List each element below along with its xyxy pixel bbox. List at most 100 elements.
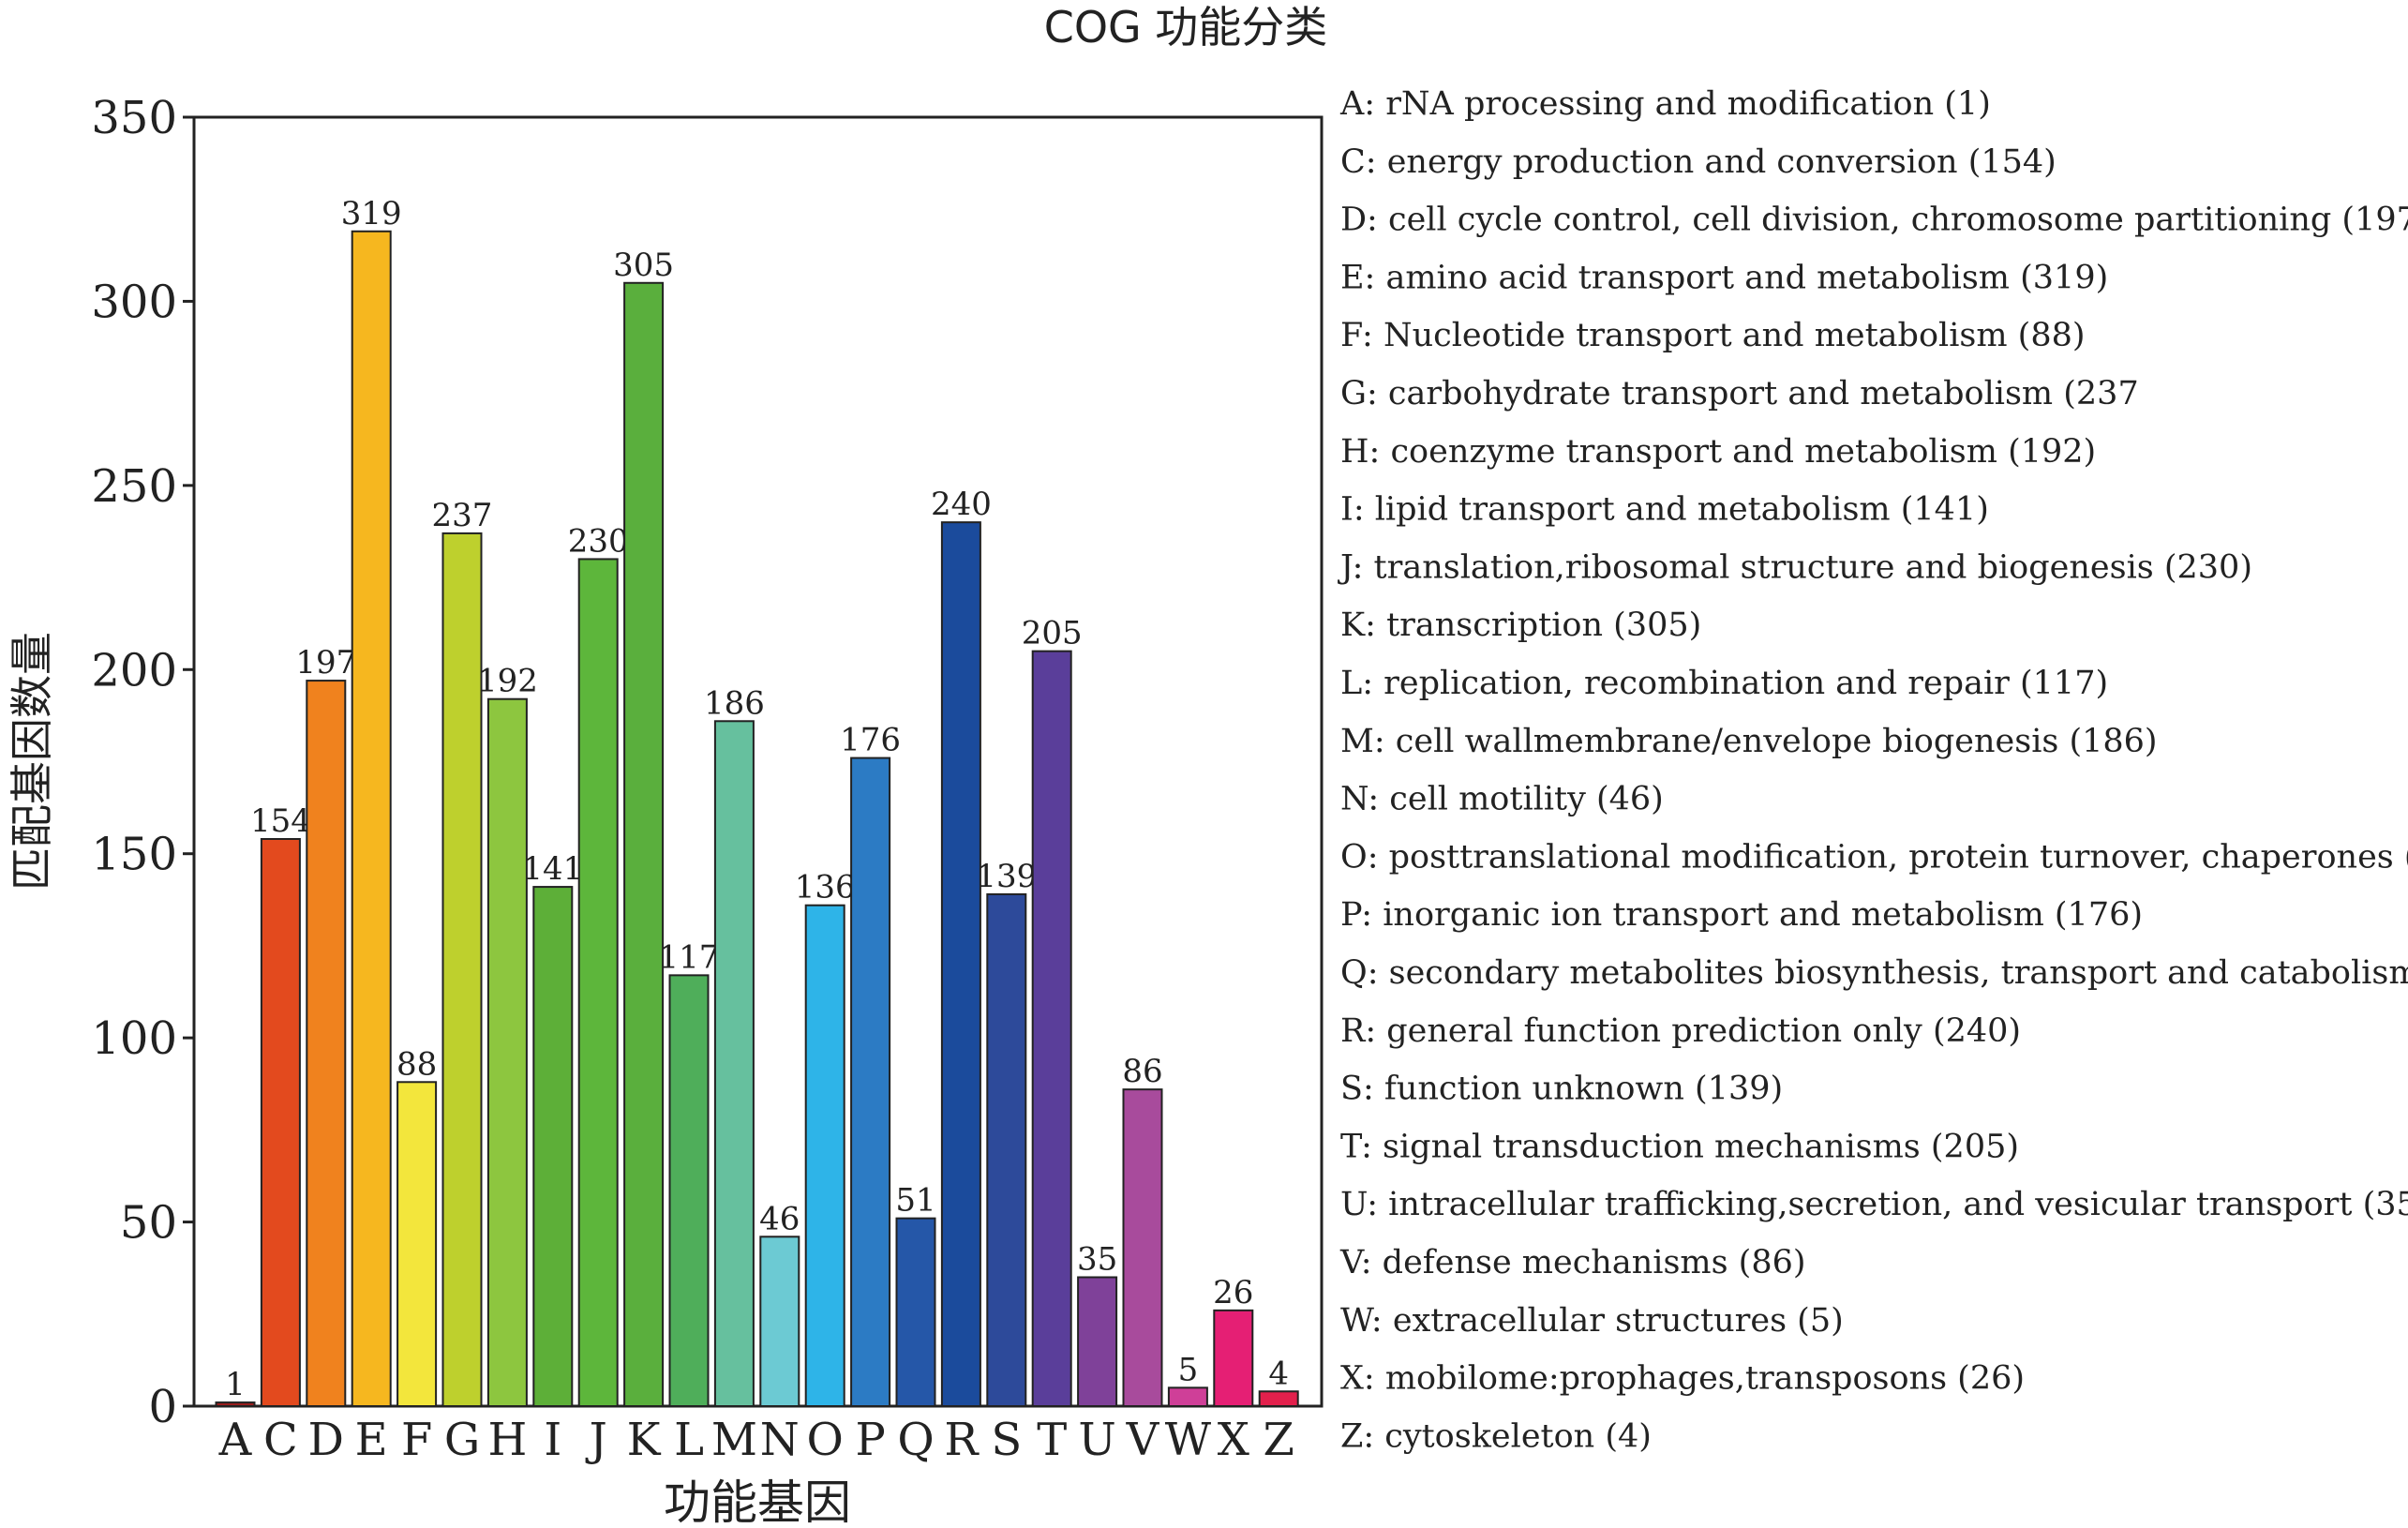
bar-O <box>804 904 845 1407</box>
data-label-K: 305 <box>613 247 674 284</box>
x-tick-label: D <box>308 1414 344 1466</box>
bar-N <box>759 1236 800 1408</box>
y-tick-label: 0 <box>148 1381 177 1433</box>
y-tick-label: 350 <box>91 92 177 144</box>
x-tick-label: J <box>585 1414 607 1466</box>
data-label-N: 46 <box>759 1200 800 1237</box>
bar-R <box>940 521 981 1407</box>
bar-J <box>577 558 619 1407</box>
x-tick-label: P <box>855 1414 885 1466</box>
bar-X <box>1213 1309 1254 1408</box>
x-tick-label: L <box>674 1414 704 1466</box>
x-tick-label: H <box>487 1414 527 1466</box>
x-tick-label: K <box>627 1414 662 1466</box>
bar-P <box>850 757 891 1407</box>
bar-T <box>1031 650 1072 1407</box>
data-label-D: 197 <box>295 644 356 682</box>
y-tick-label: 150 <box>91 829 177 881</box>
bar-F <box>396 1081 438 1408</box>
x-tick-label: R <box>944 1414 980 1466</box>
chart-title: COG 功能分类 <box>1044 2 1328 52</box>
legend-entry: D: cell cycle control, cell division, ch… <box>1340 202 2408 239</box>
legend-entry: Q: secondary metabolites biosynthesis, t… <box>1340 954 2408 992</box>
x-tick-label: F <box>401 1414 432 1466</box>
data-label-Q: 51 <box>895 1182 935 1220</box>
bar-C <box>260 838 301 1407</box>
bar-E <box>351 230 392 1407</box>
x-tick-label: C <box>263 1414 298 1466</box>
y-tick-label: 300 <box>91 276 177 328</box>
bar-M <box>713 720 755 1407</box>
legend-entry: N: cell motility (46) <box>1340 781 1664 818</box>
legend-entry: F: Nucleotide transport and metabolism (… <box>1340 317 2086 354</box>
bar-W <box>1167 1386 1208 1408</box>
legend-entry: G: carbohydrate transport and metabolism… <box>1340 375 2139 412</box>
x-tick-label: U <box>1078 1414 1115 1466</box>
bar-Z <box>1258 1390 1299 1408</box>
data-label-S: 139 <box>976 858 1037 895</box>
data-label-R: 240 <box>931 486 992 523</box>
legend-entry: R: general function prediction only (240… <box>1340 1012 2021 1050</box>
legend-entry: O: posttranslational modification, prote… <box>1340 838 2408 876</box>
x-tick-label: V <box>1126 1414 1160 1466</box>
y-axis: 0 50 100 150 200 250 300 350 <box>91 92 194 1433</box>
data-label-W: 5 <box>1178 1351 1199 1388</box>
x-tick-label: S <box>991 1414 1022 1466</box>
bar-Q <box>895 1217 936 1407</box>
legend-entry: U: intracellular trafficking,secretion, … <box>1340 1186 2408 1223</box>
data-label-Z: 4 <box>1268 1355 1289 1392</box>
legend-entry: X: mobilome:prophages,transposons (26) <box>1340 1360 2025 1398</box>
y-tick-label: 50 <box>120 1197 177 1250</box>
bars: 1 154 197 319 88 237 192 141 230 305 117 186 46 136 17… <box>215 195 1299 1408</box>
plot-frame <box>192 115 1324 1408</box>
y-axis-label: 匹配基因数量 <box>7 632 57 891</box>
bar-U <box>1077 1276 1118 1407</box>
data-label-E: 319 <box>341 195 402 232</box>
x-tick-label: W <box>1165 1414 1212 1466</box>
data-label-C: 154 <box>250 802 311 840</box>
data-label-G: 237 <box>432 497 493 534</box>
data-label-M: 186 <box>704 684 765 722</box>
legend-entry: E: amino acid transport and metabolism (… <box>1340 259 2108 296</box>
bar-L <box>668 974 710 1408</box>
x-tick-label: G <box>444 1414 480 1466</box>
data-label-O: 136 <box>795 869 856 906</box>
data-label-U: 35 <box>1077 1241 1117 1279</box>
legend-entry: I: lipid transport and metabolism (141) <box>1340 491 1989 529</box>
x-tick-label: Q <box>897 1414 934 1466</box>
x-tick-label: Z <box>1264 1414 1294 1466</box>
data-label-P: 176 <box>840 722 901 759</box>
data-label-F: 88 <box>396 1045 437 1083</box>
legend-entry: W: extracellular structures (5) <box>1340 1302 1844 1340</box>
bar-D <box>306 680 347 1407</box>
legend-entry: J: translation,ribosomal structure and b… <box>1338 548 2252 586</box>
legend-entry: Z: cytoskeleton (4) <box>1340 1417 1652 1455</box>
legend: A: rNA processing and modification (1) C:… <box>1338 85 2408 1455</box>
bar-A <box>215 1401 256 1407</box>
x-tick-label: M <box>711 1414 757 1466</box>
legend-entry: M: cell wallmembrane/envelope biogenesis… <box>1340 723 2158 760</box>
bar-V <box>1122 1088 1163 1407</box>
legend-entry: P: inorganic ion transport and metabolis… <box>1340 896 2143 934</box>
data-label-H: 192 <box>477 663 538 700</box>
legend-entry: T: signal transduction mechanisms (205) <box>1340 1128 2019 1165</box>
data-label-A: 1 <box>225 1366 246 1403</box>
x-tick-label: X <box>1218 1414 1249 1466</box>
bar-G <box>441 532 483 1407</box>
x-axis-label: 功能基因 <box>664 1476 851 1528</box>
legend-entry: C: energy production and conversion (154… <box>1340 143 2057 181</box>
data-label-J: 230 <box>568 522 629 560</box>
legend-entry: H: coenzyme transport and metabolism (19… <box>1340 433 2096 471</box>
legend-entry: A: rNA processing and modification (1) <box>1339 85 1991 123</box>
x-tick-label: I <box>544 1414 561 1466</box>
legend-entry: S: function unknown (139) <box>1340 1071 1783 1108</box>
x-tick-label: N <box>760 1414 800 1466</box>
y-tick-label: 250 <box>91 460 177 513</box>
bar-K <box>623 281 665 1407</box>
data-label-V: 86 <box>1122 1053 1162 1090</box>
x-tick-label: A <box>218 1414 253 1466</box>
bar-I <box>532 886 574 1407</box>
x-tick-label: T <box>1037 1414 1067 1466</box>
